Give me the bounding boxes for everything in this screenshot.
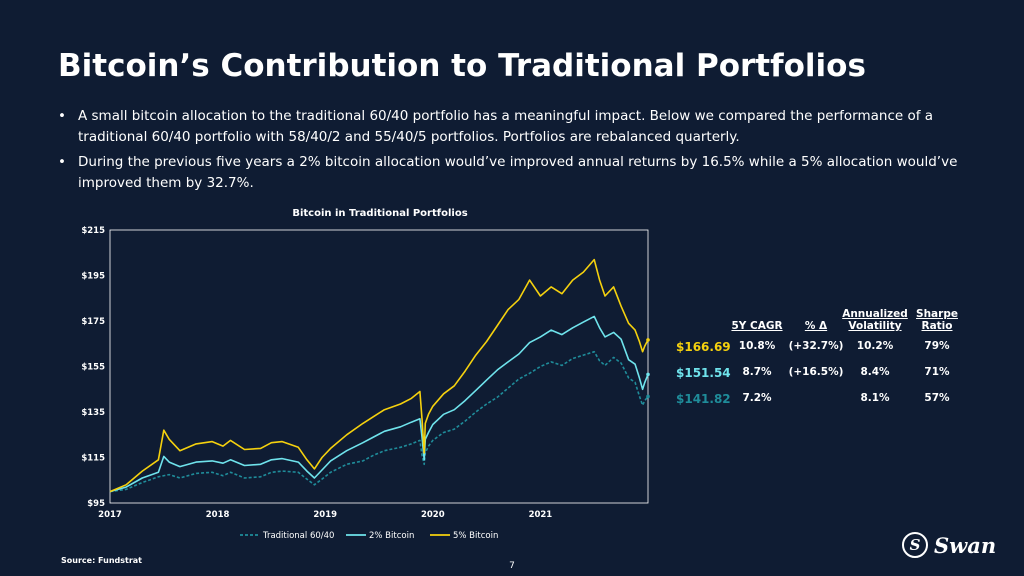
stats-row-5pct: $166.69 10.8% (+32.7%) 10.2% 79% bbox=[676, 334, 976, 360]
x-tick-label: 2019 bbox=[313, 510, 337, 520]
swan-logo: S Swan bbox=[902, 530, 996, 560]
header-sharpe-line1: Sharpe bbox=[916, 308, 958, 320]
series-end-point bbox=[646, 372, 650, 377]
header-sharpe: Sharpe Ratio bbox=[912, 308, 962, 332]
legend-label: Traditional 60/40 bbox=[262, 531, 334, 541]
legend-label: 5% Bitcoin bbox=[453, 531, 498, 541]
stats-row-traditional: $141.82 7.2% 8.1% 57% bbox=[676, 386, 976, 412]
x-tick-label: 2020 bbox=[421, 510, 445, 520]
sharpe-5pct: 79% bbox=[924, 340, 950, 352]
volatility-2pct: 8.4% bbox=[860, 366, 890, 378]
swan-logo-icon: S bbox=[902, 532, 928, 558]
slide-title: Bitcoin’s Contribution to Traditional Po… bbox=[58, 48, 866, 84]
y-tick-label: $95 bbox=[87, 499, 105, 509]
series-end-point bbox=[646, 338, 650, 342]
volatility-traditional: 8.1% bbox=[860, 392, 890, 404]
delta-2pct: (+16.5%) bbox=[788, 366, 844, 378]
plot-frame bbox=[109, 229, 649, 504]
bullet-item: During the previous five years a 2% bitc… bbox=[58, 152, 978, 194]
y-tick-label: $115 bbox=[81, 454, 105, 464]
end-value-2pct: $151.54 bbox=[676, 366, 731, 380]
page-number: 7 bbox=[509, 561, 515, 571]
header-sharpe-line2: Ratio bbox=[921, 320, 953, 332]
cagr-5pct: 10.8% bbox=[738, 340, 776, 352]
header-volatility-line1: Annualized bbox=[842, 308, 908, 320]
header-delta: % Δ bbox=[804, 320, 828, 332]
stats-header-row: 5Y CAGR % Δ Annualized Volatility Sharpe… bbox=[676, 306, 976, 334]
y-tick-label: $135 bbox=[81, 408, 105, 418]
cagr-2pct: 8.7% bbox=[742, 366, 772, 378]
series-line-2-bitcoin bbox=[109, 315, 649, 493]
swan-logo-wordmark: Swan bbox=[934, 532, 997, 558]
chart-title: Bitcoin in Traditional Portfolios bbox=[292, 208, 468, 219]
sharpe-traditional: 57% bbox=[924, 392, 950, 404]
legend-label: 2% Bitcoin bbox=[369, 531, 414, 541]
volatility-5pct: 10.2% bbox=[856, 340, 894, 352]
bullet-list: A small bitcoin allocation to the tradit… bbox=[58, 106, 978, 198]
x-tick-label: 2018 bbox=[206, 510, 230, 520]
end-value-5pct: $166.69 bbox=[676, 340, 731, 354]
header-volatility: Annualized Volatility bbox=[840, 308, 910, 332]
delta-5pct: (+32.7%) bbox=[788, 340, 844, 352]
stats-row-2pct: $151.54 8.7% (+16.5%) 8.4% 71% bbox=[676, 360, 976, 386]
x-tick-label: 2017 bbox=[98, 510, 122, 520]
end-value-traditional: $141.82 bbox=[676, 392, 731, 406]
header-volatility-line2: Volatility bbox=[848, 320, 902, 332]
sharpe-2pct: 71% bbox=[924, 366, 950, 378]
stats-table: 5Y CAGR % Δ Annualized Volatility Sharpe… bbox=[676, 306, 976, 412]
bullet-item: A small bitcoin allocation to the tradit… bbox=[58, 106, 978, 148]
series-line-5-bitcoin bbox=[109, 258, 649, 493]
y-tick-label: $195 bbox=[81, 272, 105, 282]
series-end-point bbox=[646, 394, 650, 399]
y-tick-label: $215 bbox=[81, 226, 105, 236]
y-tick-label: $155 bbox=[81, 363, 105, 373]
x-tick-label: 2021 bbox=[529, 510, 553, 520]
header-cagr: 5Y CAGR bbox=[731, 320, 783, 332]
cagr-traditional: 7.2% bbox=[742, 392, 772, 404]
y-tick-label: $175 bbox=[81, 317, 105, 327]
source-note: Source: Fundstrat bbox=[61, 556, 142, 565]
